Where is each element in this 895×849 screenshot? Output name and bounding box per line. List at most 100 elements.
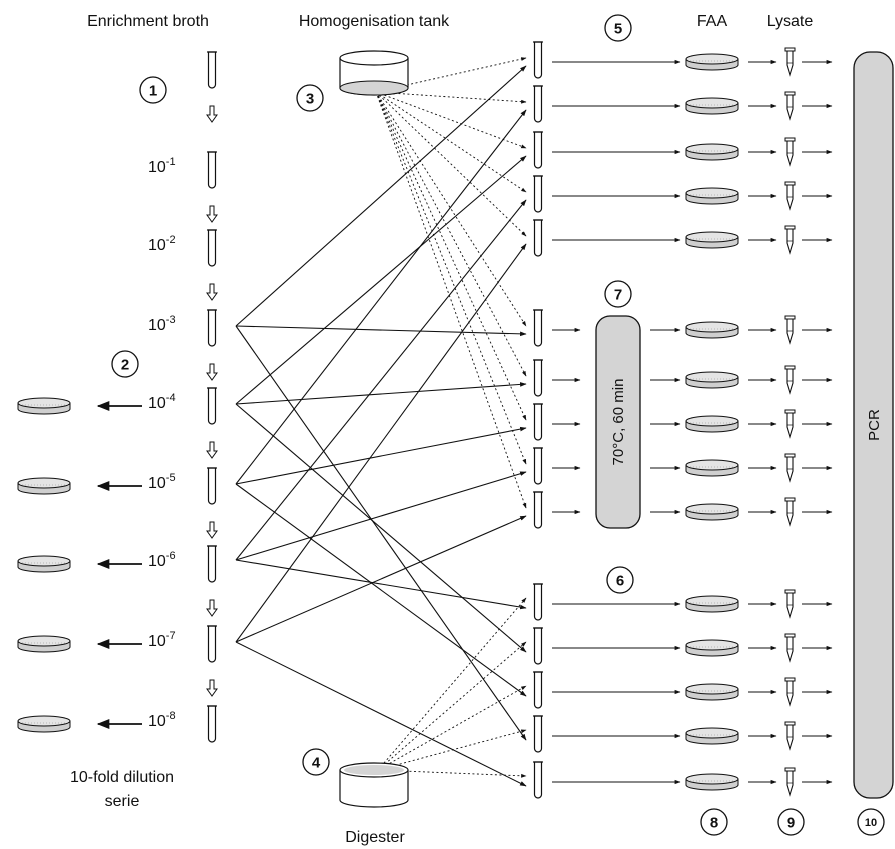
- faa-plate-icon: [685, 773, 739, 791]
- dilution-transfer-line: [235, 155, 527, 405]
- lysate-tube-icon: [784, 225, 796, 255]
- dilution-series-column: 10-1 10-2 10-3 10-4 10-5 10-6 10-7 10-8: [148, 51, 218, 743]
- sample-tube-icon: [533, 175, 543, 213]
- process-row: [533, 761, 833, 799]
- faa-plate-icon: [685, 459, 739, 477]
- connection-lines: [235, 57, 527, 787]
- dilution-transfer-line: [235, 325, 527, 337]
- faa-plate-icon: [685, 727, 739, 745]
- lysate-tube-icon: [784, 453, 796, 483]
- step-marker-label: 4: [312, 755, 321, 772]
- dilution-step-arrow-icon: [206, 363, 218, 381]
- step-marker-8: 8: [700, 808, 728, 836]
- sample-tube-icon: [533, 219, 543, 257]
- dilution-transfer-line: [235, 471, 527, 561]
- process-row: [533, 359, 833, 397]
- dilution-tube-icon: [207, 387, 217, 425]
- sample-tube-icon: [533, 131, 543, 169]
- process-row: [533, 583, 833, 621]
- lysate-tube-icon: [784, 633, 796, 663]
- step-marker-4: 4: [302, 748, 330, 776]
- step-marker-label: 10: [865, 817, 877, 829]
- process-row: [533, 85, 833, 123]
- step-marker-label: 8: [710, 815, 718, 832]
- digester-label: Digester: [345, 829, 405, 846]
- dilution-step-arrow-icon: [206, 441, 218, 459]
- process-row: [533, 447, 833, 485]
- faa-plate-icon: [685, 415, 739, 433]
- dilution-transfer-line: [235, 515, 527, 643]
- faa-plate-icon: [685, 639, 739, 657]
- faa-plate-icon: [685, 595, 739, 613]
- step-marker-3: 3: [296, 84, 324, 112]
- dilution-transfer-line: [235, 483, 527, 697]
- lysate-tube-icon: [784, 497, 796, 527]
- sample-tube-icon: [533, 583, 543, 621]
- dilution-step-arrow-icon: [206, 599, 218, 617]
- header-homogenisation-tank: Homogenisation tank: [299, 13, 450, 30]
- petri-dish-icon: [17, 555, 71, 573]
- pcr-box: PCR: [853, 51, 894, 799]
- dilution-label: 10-4: [148, 392, 176, 412]
- sample-tube-icon: [533, 491, 543, 529]
- dilution-step-arrow-icon: [206, 283, 218, 301]
- dilution-label: 10-5: [148, 472, 176, 492]
- dilution-tube-icon: [207, 467, 217, 505]
- plated-dilutions: [17, 397, 142, 733]
- faa-plate-icon: [685, 503, 739, 521]
- dilution-transfer-line: [235, 426, 527, 485]
- lysate-tube-icon: [784, 677, 796, 707]
- lysate-tube-icon: [784, 365, 796, 395]
- step-marker-label: 1: [149, 83, 157, 100]
- header-lysate: Lysate: [767, 13, 814, 30]
- dilution-label: 10-1: [148, 156, 176, 176]
- step-marker-label: 6: [616, 573, 624, 590]
- sample-tube-icon: [533, 309, 543, 347]
- step-markers: 1 2 3 4 5 6 7 8 9 10: [111, 14, 885, 836]
- step-marker-label: 3: [306, 91, 314, 108]
- digester-transfer-line: [377, 729, 527, 771]
- step-marker-2: 2: [111, 350, 139, 378]
- petri-dish-icon: [17, 715, 71, 733]
- dilution-transfer-line: [235, 641, 527, 787]
- step-marker-10: 10: [857, 808, 885, 836]
- step-marker-5: 5: [604, 14, 632, 42]
- heat-treatment-label: 70°C, 60 min: [610, 379, 627, 466]
- dilution-step-arrow-icon: [206, 105, 218, 123]
- dilution-tube-icon: [207, 51, 217, 89]
- dilution-tube-icon: [207, 309, 217, 347]
- dilution-label: 10-6: [148, 550, 176, 570]
- header-enrichment-broth: Enrichment broth: [87, 13, 209, 30]
- pcr-label: PCR: [866, 409, 883, 441]
- lysate-tube-icon: [784, 721, 796, 751]
- process-row: [533, 403, 833, 441]
- dilution-tube-icon: [207, 545, 217, 583]
- dilution-serie-label-line2: serie: [105, 793, 140, 810]
- faa-plate-icon: [685, 97, 739, 115]
- homogenate-transfer-line: [375, 91, 527, 193]
- process-row: [533, 131, 833, 169]
- faa-plate-icon: [685, 53, 739, 71]
- process-row: [533, 41, 833, 79]
- process-row: [533, 219, 833, 257]
- step-marker-6: 6: [606, 566, 634, 594]
- dilution-transfer-line: [235, 403, 527, 653]
- faa-plate-icon: [685, 187, 739, 205]
- dilution-transfer-line: [235, 325, 527, 741]
- homogenate-transfer-line: [375, 91, 527, 327]
- process-row: [533, 309, 833, 347]
- dilution-transfer-line: [235, 382, 527, 405]
- faa-plate-icon: [685, 683, 739, 701]
- step-marker-7: 7: [604, 280, 632, 308]
- header-faa: FAA: [697, 13, 728, 30]
- dilution-step-arrow-icon: [206, 679, 218, 697]
- faa-plate-icon: [685, 143, 739, 161]
- digester-transfer-line: [377, 641, 527, 771]
- process-row: [533, 175, 833, 213]
- process-row: [533, 627, 833, 665]
- petri-dish-icon: [17, 477, 71, 495]
- process-row: [533, 671, 833, 709]
- dilution-transfer-line: [235, 109, 527, 485]
- sample-tube-icon: [533, 627, 543, 665]
